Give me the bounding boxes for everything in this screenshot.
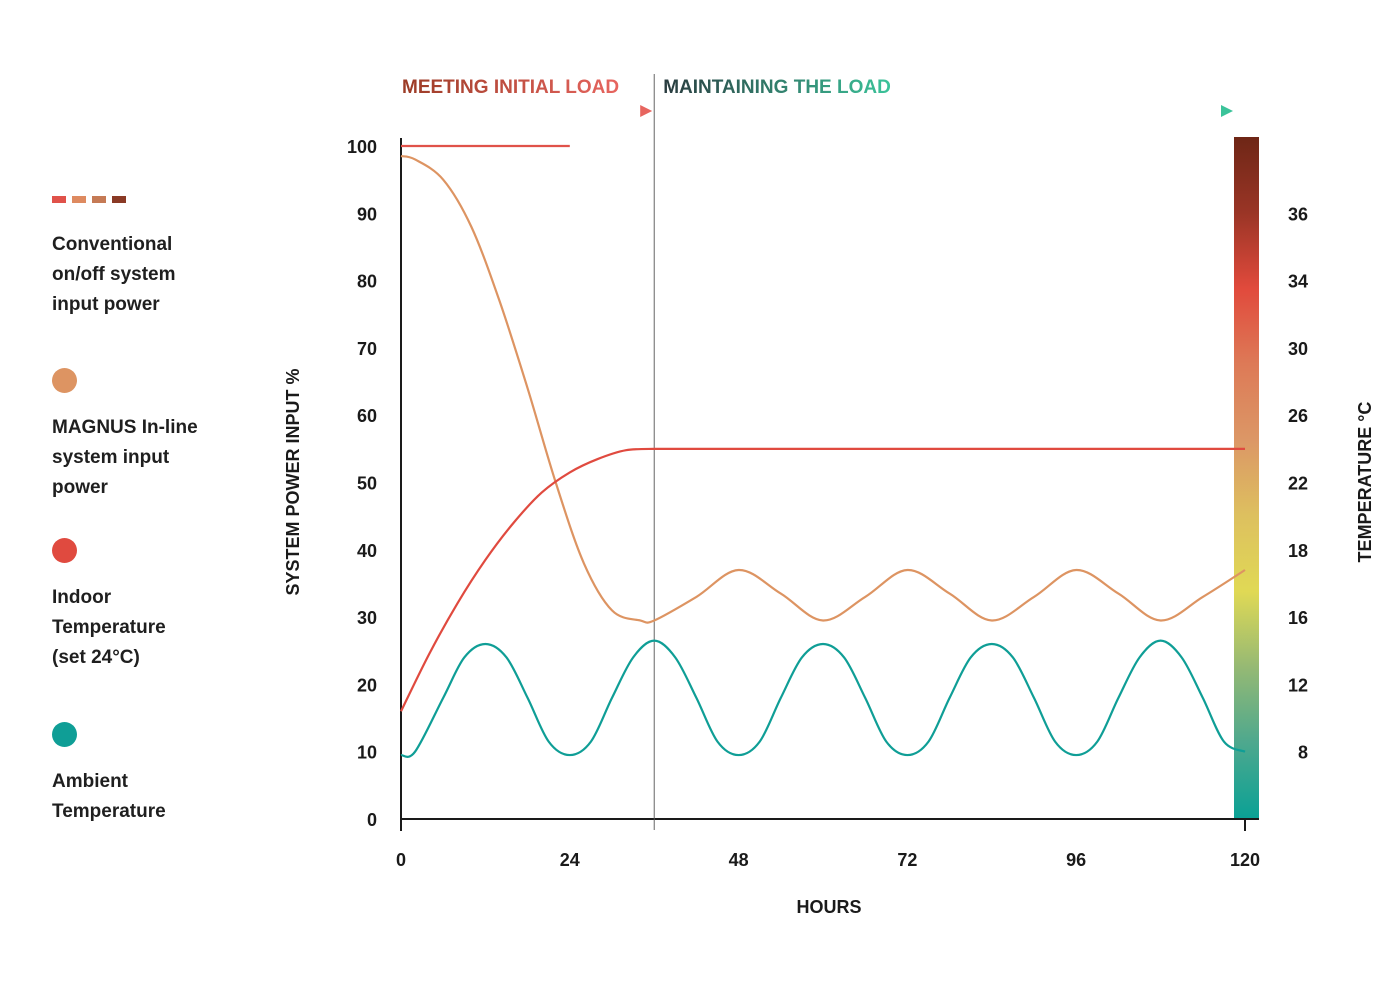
y-axis-title: SYSTEM POWER INPUT % (283, 368, 303, 595)
legend-swatch-2 (52, 368, 252, 393)
y2-tick-label: 16 (1288, 608, 1308, 628)
x-tick-label: 96 (1066, 850, 1086, 870)
series-line-3 (400, 639, 1246, 758)
y-tick-label: 90 (357, 204, 377, 224)
x-tick-label: 72 (897, 850, 917, 870)
colorbar (1234, 137, 1259, 819)
series-line-1 (400, 155, 1246, 624)
y-tick-label: 10 (357, 743, 377, 763)
y-tick-label: 100 (347, 137, 377, 157)
phase-arrow-head-2 (1221, 105, 1233, 117)
x-tick-label: 24 (560, 850, 580, 870)
x-axis-title: HOURS (796, 897, 861, 917)
phase-label-1: MEETING INITIAL LOAD (402, 77, 619, 98)
legend-label-1: Conventional on/off system input power (52, 234, 176, 315)
y2-tick-label: 12 (1288, 675, 1308, 695)
phase-arrow-head-1 (640, 105, 653, 117)
legend-swatch-3 (52, 538, 252, 563)
y-tick-label: 40 (357, 541, 377, 561)
y2-tick-label: 30 (1288, 339, 1308, 359)
x-tick-label: 48 (729, 850, 749, 870)
series-layer (400, 144, 1246, 758)
phase-label-2: MAINTAINING THE LOAD (663, 77, 891, 98)
series-line-2 (400, 447, 1245, 712)
y2-tick-label: 26 (1288, 406, 1308, 426)
y2-tick-label: 18 (1288, 541, 1308, 561)
y-tick-label: 80 (357, 272, 377, 292)
y2-tick-label: 34 (1288, 272, 1308, 292)
y-tick-label: 60 (357, 406, 377, 426)
y-tick-label: 20 (357, 675, 377, 695)
y-tick-label: 30 (357, 608, 377, 628)
y-tick-label: 0 (367, 810, 377, 830)
y2-tick-label: 36 (1288, 204, 1308, 224)
legend-swatch-4 (52, 722, 252, 747)
y2-axis-title: TEMPERATURE °C (1355, 402, 1375, 563)
x-tick-label: 120 (1230, 850, 1260, 870)
legend-swatch-1 (52, 196, 252, 203)
y2-tick-label: 22 (1288, 474, 1308, 494)
phase-layer: MEETING INITIAL LOAD MAINTAINING THE LOAD (402, 77, 1233, 117)
y2-tick-label: 8 (1298, 743, 1308, 763)
x-tick-label: 0 (396, 850, 406, 870)
ticks-layer: 0 10 20 30 40 50 60 70 80 90 100 0 24 48 72 96 120 36 34 30… (347, 137, 1308, 870)
legend-label-4: Ambient Temperature (52, 771, 166, 822)
y-tick-label: 50 (357, 474, 377, 494)
legend-label-3: Indoor Temperature (set 24°C) (52, 587, 166, 668)
y-tick-label: 70 (357, 339, 377, 359)
axes-layer (400, 74, 1259, 831)
legend-label-2: MAGNUS In-line system input power (52, 417, 198, 498)
